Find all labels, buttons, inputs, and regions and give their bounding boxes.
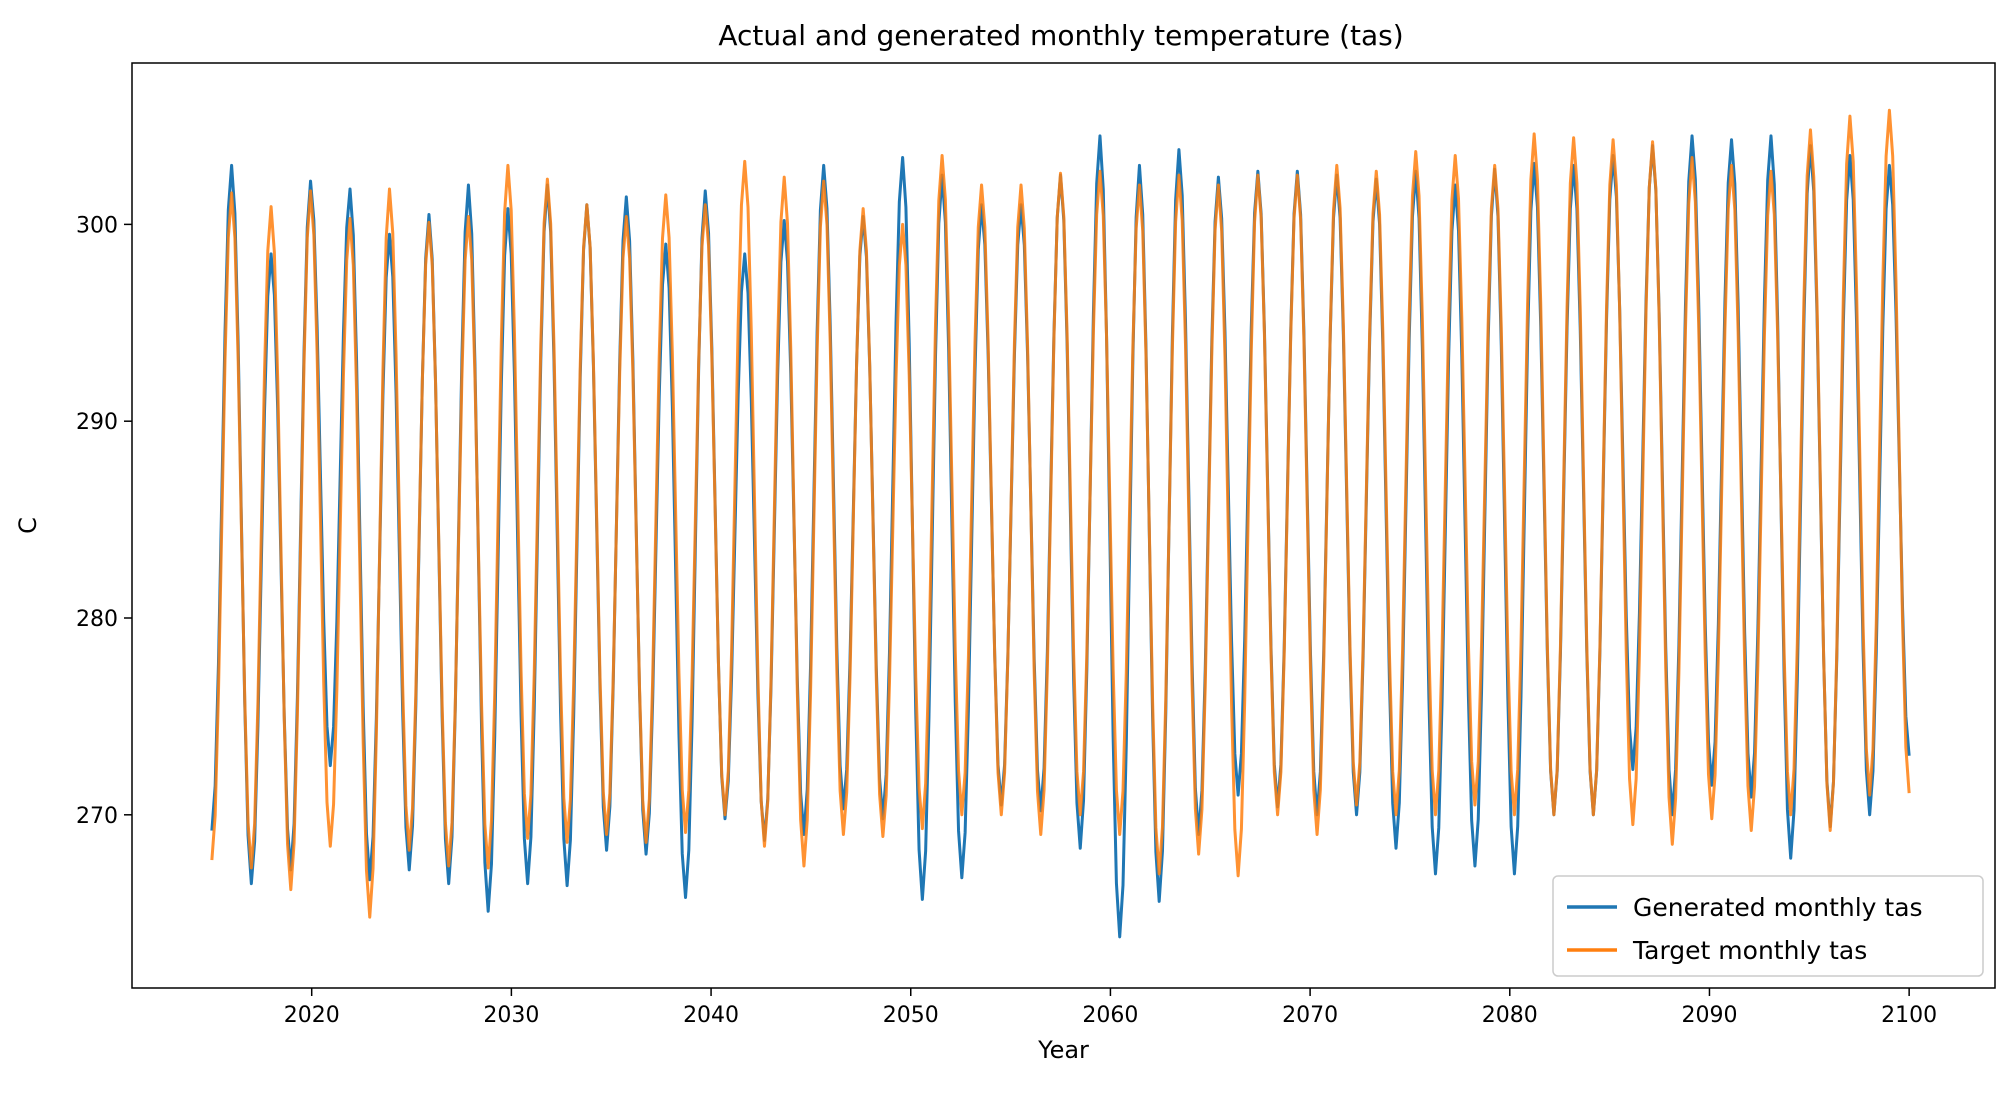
legend-box: [1552, 875, 1984, 977]
x-tick-label: 2070: [1282, 1003, 1338, 1028]
y-axis-label: C: [14, 517, 42, 534]
y-tick-label: 300: [76, 213, 118, 238]
x-tick-label: 2100: [1881, 1003, 1937, 1028]
x-tick-label: 2090: [1681, 1003, 1737, 1028]
x-tick-label: 2030: [483, 1003, 539, 1028]
series-line-target: [210, 108, 1911, 919]
x-tick-label: 2020: [284, 1003, 340, 1028]
x-tick-label: 2060: [1082, 1003, 1138, 1028]
y-tick-label: 280: [76, 607, 118, 632]
y-axis: 270 280 290 300: [76, 213, 132, 829]
chart-title: Actual and generated monthly temperature…: [718, 19, 1403, 52]
legend-label: Generated monthly tas: [1633, 893, 1923, 922]
legend: Generated monthly tas Target monthly tas: [1552, 875, 1984, 977]
x-axis: 2020 2030 2040 2050 2060 2070 2080 2090 2100: [284, 988, 1937, 1028]
legend-label: Target monthly tas: [1632, 936, 1867, 965]
y-tick-label: 270: [76, 804, 118, 829]
series-layer: [210, 108, 1911, 939]
x-tick-label: 2080: [1482, 1003, 1538, 1028]
y-tick-label: 290: [76, 410, 118, 435]
plot-frame: [131, 62, 1996, 989]
x-tick-label: 2050: [883, 1003, 939, 1028]
x-tick-label: 2040: [683, 1003, 739, 1028]
x-axis-label: Year: [1037, 1036, 1089, 1064]
